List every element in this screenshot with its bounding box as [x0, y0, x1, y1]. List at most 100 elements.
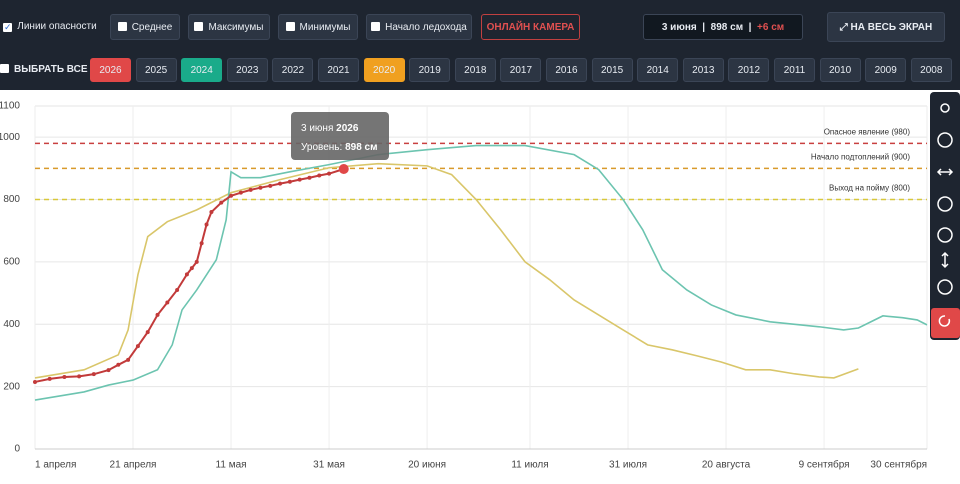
year-label: 2017: [509, 65, 533, 76]
status: 3 июня | 898 см | +6 см: [643, 14, 803, 40]
year-button[interactable]: 2012: [728, 58, 770, 82]
year-button[interactable]: 2020: [363, 58, 405, 82]
side-icons: [936, 103, 954, 295]
year-label: 2023: [236, 65, 259, 76]
year-button[interactable]: 2026: [90, 58, 131, 82]
point: [297, 177, 302, 182]
point: [199, 241, 204, 246]
tooltip-date: 3 июня: [301, 123, 333, 134]
select-all-label: ВЫБРАТЬ ВСЕ: [14, 64, 88, 75]
year-label: 2013: [692, 65, 715, 76]
tooltip-title: 3 июня 2026: [301, 123, 359, 134]
year-button[interactable]: 2022: [272, 58, 314, 82]
point: [219, 200, 224, 205]
point: [184, 272, 189, 277]
point: [106, 368, 111, 373]
x-tick-label: 31 мая: [313, 460, 345, 471]
x-tick-label: 30 сентября: [870, 459, 927, 471]
checkbox[interactable]: Максимумы: [188, 14, 270, 40]
point: [145, 330, 150, 335]
tooltip-year: 2026: [336, 123, 359, 134]
point: [33, 379, 37, 384]
year-button[interactable]: 2016: [546, 58, 587, 82]
year-button[interactable]: 2017: [500, 58, 542, 82]
x-tick-label: 1 апреля: [35, 460, 76, 471]
x-tick-label: 11 июля: [511, 460, 548, 471]
y-tick-label: 400: [3, 319, 20, 330]
year-button[interactable]: 2019: [409, 58, 451, 82]
point: [135, 344, 140, 349]
fullscreen-button[interactable]: ⤢ НА ВЕСЬ ЭКРАН: [827, 12, 945, 42]
point: [327, 171, 332, 176]
year-label: 2008: [920, 65, 943, 76]
point: [248, 187, 253, 192]
year-button[interactable]: 2025: [135, 58, 177, 82]
point: [47, 376, 52, 381]
year-label: 2014: [646, 65, 669, 76]
point: [155, 312, 160, 317]
threshold-label: Опасное явление (980): [824, 128, 911, 137]
point: [77, 374, 82, 379]
year-label: 2021: [327, 65, 350, 76]
year-label: 2018: [464, 65, 487, 76]
point: [229, 193, 234, 198]
year-label: 2024: [190, 65, 213, 76]
camera-button[interactable]: ОНЛАЙН КАМЕРА: [481, 14, 580, 40]
year-label: 2025: [144, 65, 168, 76]
checkbox-box: [194, 22, 204, 31]
year-label: 2012: [737, 65, 761, 76]
checkbox-label: Среднее: [131, 22, 173, 33]
x-tick-label: 31 июля: [609, 460, 647, 471]
year-button[interactable]: 2010: [819, 58, 861, 82]
year-button[interactable]: 2008: [910, 58, 952, 82]
checkbox[interactable]: Начало ледохода: [366, 14, 472, 40]
year-button[interactable]: 2021: [318, 58, 359, 82]
reset-button[interactable]: [931, 308, 960, 338]
tooltip-level: Уровень: 898 см: [301, 142, 378, 153]
point: [116, 362, 121, 367]
checkbox-box: [117, 22, 127, 31]
year-button[interactable]: 2009: [865, 58, 907, 82]
status-level: 898 см: [710, 22, 744, 33]
x-tick-label: 20 августа: [702, 460, 751, 471]
point: [258, 185, 263, 190]
year-label: 2015: [600, 65, 624, 76]
year-button[interactable]: 2023: [226, 58, 268, 82]
point: [62, 374, 67, 379]
year-button[interactable]: 2014: [637, 58, 679, 82]
year-button[interactable]: 2013: [682, 58, 724, 82]
year-label: 2010: [828, 65, 852, 76]
year-label: 2022: [281, 65, 305, 76]
checkbox[interactable]: Среднее: [110, 14, 180, 40]
year-button[interactable]: 2015: [591, 58, 633, 82]
y-tick-label: 1100: [0, 101, 20, 112]
y-tick-label: 200: [3, 381, 20, 392]
tooltip-value: 898 см: [345, 142, 377, 153]
year-label: 2026: [99, 65, 122, 76]
point: [338, 163, 349, 174]
series-line: [34, 168, 345, 383]
y-tick-label: 800: [3, 194, 20, 205]
year-label: 2019: [418, 65, 441, 76]
checkbox[interactable]: Минимумы: [278, 14, 358, 40]
tooltip-box: [291, 112, 389, 160]
x-tick-label: 9 сентября: [799, 459, 850, 471]
year-button[interactable]: 2024: [181, 58, 223, 82]
tooltip-label: Уровень:: [301, 142, 342, 153]
point: [204, 222, 209, 227]
checkbox-box: [285, 22, 295, 31]
year-button[interactable]: 2011: [774, 58, 815, 82]
point: [194, 259, 199, 264]
checkbox-box: [371, 22, 381, 31]
status-change: +6 см: [757, 22, 785, 33]
fullscreen-label: НА ВЕСЬ ЭКРАН: [850, 22, 933, 33]
select-all[interactable]: ВЫБРАТЬ ВСЕ: [0, 57, 88, 83]
point: [209, 210, 214, 215]
year-label: 2020: [372, 65, 396, 76]
checkbox[interactable]: ✓ Линии опасности: [0, 14, 100, 40]
point: [278, 181, 283, 186]
side-toolbar: [930, 92, 960, 340]
year-button[interactable]: 2018: [454, 58, 496, 82]
point: [165, 300, 170, 305]
